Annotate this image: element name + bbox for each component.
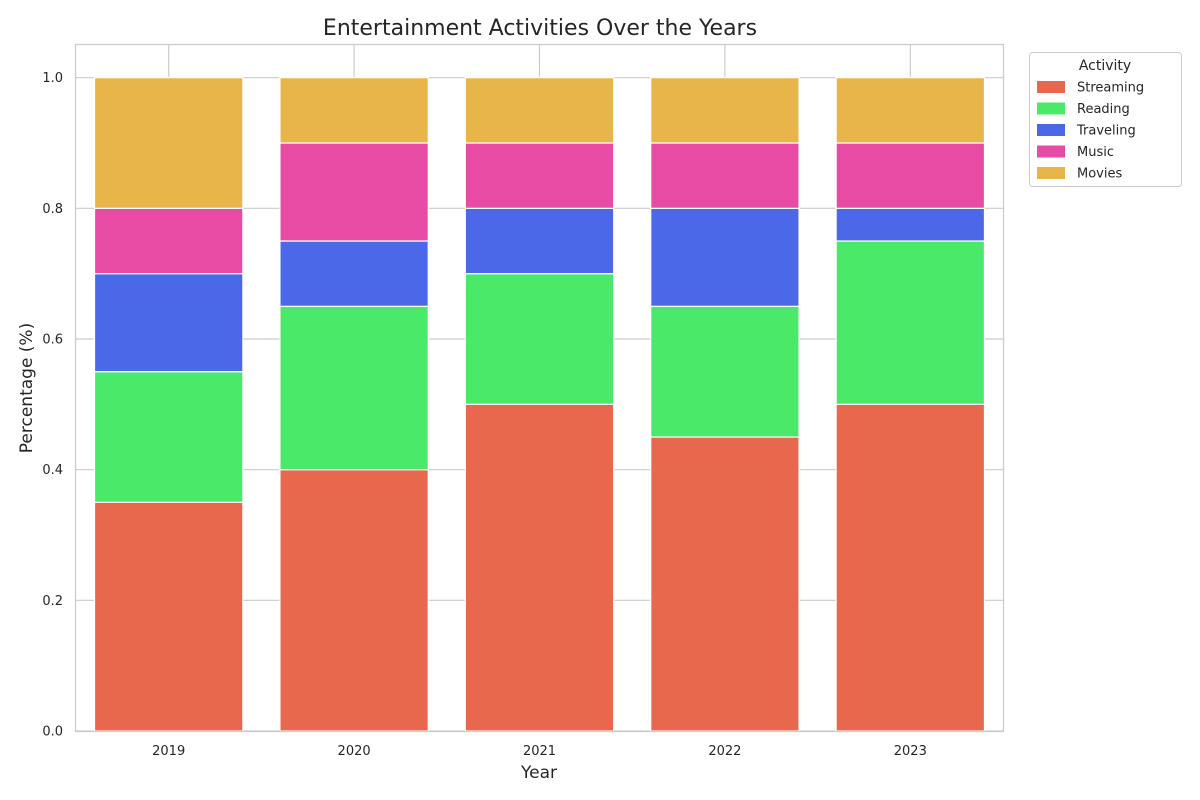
legend-swatch-music (1037, 145, 1065, 158)
legend-swatch-traveling (1037, 124, 1065, 136)
bar-segment-reading-2019 (93, 371, 244, 503)
chart-title: Entertainment Activities Over the Years (323, 16, 757, 41)
bar-segment-music-2022 (650, 142, 800, 209)
legend-swatch-reading (1037, 102, 1065, 115)
legend-label-streaming: Streaming (1077, 81, 1144, 96)
x-tick-label: 2019 (152, 744, 185, 759)
bar-segment-streaming-2021 (464, 403, 615, 732)
bar-segment-music-2021 (464, 142, 615, 209)
bar-segment-movies-2020 (279, 77, 429, 144)
bar-segment-reading-2022 (650, 305, 800, 438)
y-axis-ticks: 0.0 0.2 0.4 0.6 0.8 1.0 (42, 71, 63, 739)
bar-segment-streaming-2022 (650, 436, 800, 732)
bar-segment-movies-2023 (835, 77, 986, 144)
legend-title: Activity (1079, 58, 1131, 74)
bars (93, 77, 986, 732)
y-tick-label: 0.8 (42, 202, 63, 217)
bar-segment-movies-2022 (650, 77, 800, 144)
bar-segment-traveling-2022 (650, 207, 800, 307)
x-tick-label: 2022 (708, 744, 741, 759)
x-tick-label: 2023 (894, 744, 927, 759)
y-tick-label: 0.6 (42, 333, 63, 348)
x-axis-ticks: 2019 2020 2021 2022 2023 (152, 744, 927, 759)
bar-segment-movies-2021 (464, 77, 615, 144)
legend-label-music: Music (1077, 145, 1114, 160)
legend: Activity Streaming Reading Traveling Music M… (1029, 52, 1182, 187)
legend-label-reading: Reading (1077, 102, 1130, 117)
legend-swatch-streaming (1037, 81, 1065, 93)
bar-segment-streaming-2020 (279, 469, 429, 732)
legend-swatch-movies (1037, 167, 1065, 179)
x-tick-label: 2020 (338, 744, 371, 759)
bar-segment-reading-2023 (835, 240, 986, 405)
legend-label-traveling: Traveling (1076, 124, 1136, 139)
y-tick-label: 1.0 (42, 71, 63, 86)
y-tick-label: 0.0 (42, 725, 63, 740)
bar-segment-streaming-2019 (93, 501, 244, 732)
legend-items: Streaming Reading Traveling Music Movies (1037, 81, 1144, 182)
bar-segment-traveling-2020 (279, 240, 429, 307)
bar-segment-music-2019 (93, 207, 244, 275)
legend-label-movies: Movies (1077, 167, 1122, 182)
bar-segment-traveling-2023 (835, 207, 986, 242)
legend-frame (1029, 52, 1182, 187)
y-tick-label: 0.2 (42, 594, 63, 609)
bar-segment-reading-2020 (279, 305, 429, 471)
bar-segment-movies-2019 (93, 77, 244, 209)
bar-segment-music-2023 (835, 142, 986, 209)
y-axis-label: Percentage (%) (17, 323, 37, 453)
x-tick-label: 2021 (523, 744, 556, 759)
y-tick-label: 0.4 (42, 463, 63, 478)
bar-segment-music-2020 (279, 142, 429, 242)
x-axis-label: Year (520, 763, 557, 783)
plot-area-frame (74, 43, 1005, 733)
bar-segment-reading-2021 (464, 273, 615, 405)
bar-segment-traveling-2021 (464, 207, 615, 275)
bar-segment-traveling-2019 (93, 273, 244, 373)
bar-segment-streaming-2023 (835, 403, 986, 732)
